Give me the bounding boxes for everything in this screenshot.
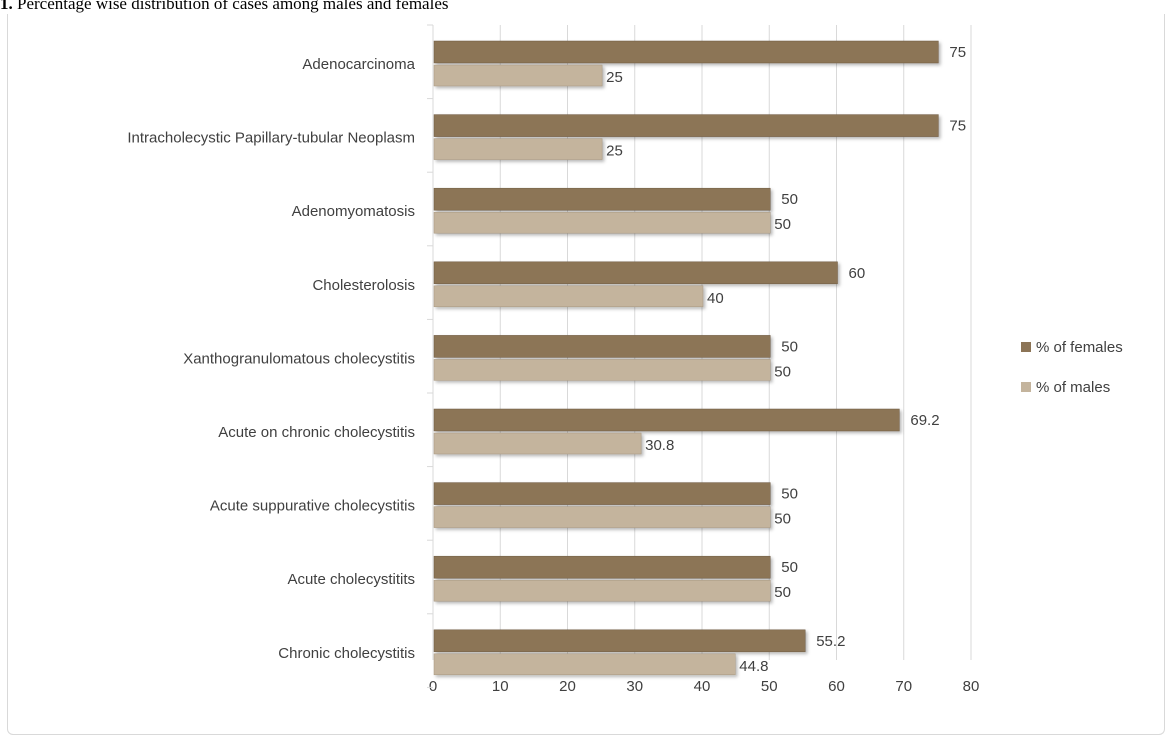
category-label: Cholesterolosis (312, 277, 415, 294)
value-labels: 75 25 75 25 50 50 60 40 50 50 69.2 30.8 50 50 50 50 55.2… (606, 44, 966, 675)
x-tick-label: 20 (559, 678, 576, 695)
category-label: Chronic cholecystitis (278, 645, 415, 662)
value-label-females: 75 (949, 118, 966, 135)
value-label-males: 40 (707, 290, 724, 307)
figure-caption-text: Percentage wise distribution of cases am… (17, 0, 449, 13)
x-tick-label: 60 (828, 678, 845, 695)
bar-females (433, 629, 806, 653)
legend-swatch (1021, 382, 1031, 392)
legend: % of females % of males (1021, 339, 1123, 396)
bar-males (433, 359, 771, 381)
bar-females (433, 408, 900, 432)
legend-swatch (1021, 342, 1031, 352)
bar-females (433, 482, 771, 505)
value-label-females: 50 (781, 486, 798, 503)
x-axis: 0 10 20 30 40 50 60 70 80 (427, 24, 980, 695)
category-label: Xanthogranulomatous cholecystitis (183, 350, 415, 367)
value-label-females: 50 (781, 191, 798, 208)
value-label-males: 25 (606, 69, 623, 86)
bar-females (433, 187, 771, 211)
bar-females (433, 114, 939, 137)
value-label-females: 75 (949, 44, 966, 61)
bar-males (433, 64, 603, 87)
bar-females (433, 40, 939, 64)
figure-number: 1. (0, 0, 13, 13)
bar-males (433, 506, 771, 528)
value-label-females: 50 (781, 559, 798, 576)
legend-item-males: % of males (1021, 379, 1110, 396)
value-label-females: 50 (781, 338, 798, 355)
x-tick-label: 70 (895, 678, 912, 695)
x-tick-label: 10 (492, 678, 509, 695)
bar-females (433, 261, 838, 285)
bar-males (433, 138, 603, 160)
bar-males (433, 579, 771, 602)
bar-females (433, 335, 771, 358)
bar-males (433, 285, 704, 308)
category-label: Intracholecystic Papillary-tubular Neopl… (127, 130, 415, 147)
value-label-males: 50 (774, 511, 791, 528)
figure-caption: 1. Percentage wise distribution of cases… (0, 0, 448, 17)
value-label-males: 44.8 (739, 658, 768, 675)
value-label-males: 50 (774, 584, 791, 601)
chart-frame (7, 14, 1165, 735)
category-labels: Adenocarcinoma Intracholecystic Papillary… (127, 56, 415, 662)
bars (433, 40, 939, 676)
category-label: Acute suppurative cholecystitis (210, 498, 415, 515)
x-tick-label: 50 (761, 678, 778, 695)
legend-label: % of females (1036, 339, 1123, 356)
legend-item-females: % of females (1021, 339, 1123, 356)
category-label: Adenomyomatosis (292, 203, 415, 220)
bar-males (433, 432, 642, 455)
value-label-females: 60 (849, 265, 866, 282)
value-label-females: 55.2 (816, 633, 845, 650)
value-label-females: 69.2 (910, 412, 939, 429)
legend-label: % of males (1036, 379, 1110, 396)
bar-males (433, 653, 736, 676)
value-label-males: 30.8 (645, 437, 674, 454)
x-tick-label: 30 (626, 678, 643, 695)
x-tick-label: 40 (694, 678, 711, 695)
category-label: Acute cholecystitits (287, 571, 415, 588)
x-tick-label: 80 (963, 678, 980, 695)
category-label: Adenocarcinoma (302, 56, 415, 73)
value-label-males: 50 (774, 363, 791, 380)
bar-females (433, 555, 771, 579)
category-label: Acute on chronic cholecystitis (218, 424, 415, 441)
bar-males (433, 211, 771, 234)
x-tick-label: 0 (429, 678, 437, 695)
value-label-males: 50 (774, 216, 791, 233)
value-label-males: 25 (606, 143, 623, 160)
